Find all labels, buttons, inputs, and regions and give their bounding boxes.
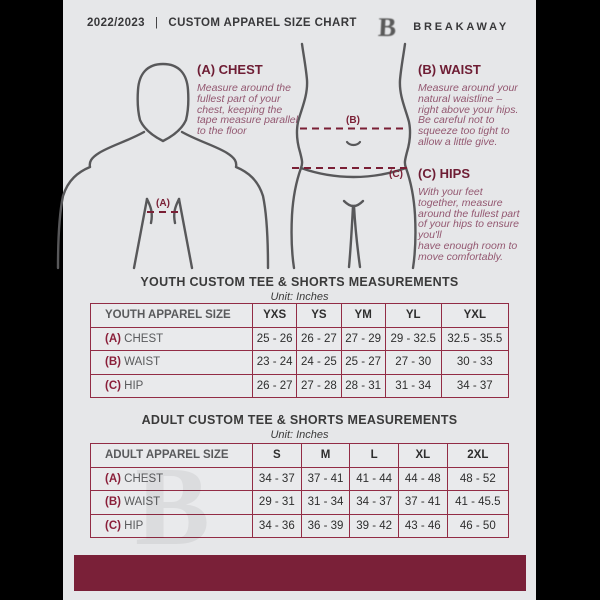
svg-text:(A): (A)	[156, 198, 170, 209]
svg-text:(B): (B)	[346, 115, 360, 126]
svg-text:(C): (C)	[389, 169, 403, 180]
